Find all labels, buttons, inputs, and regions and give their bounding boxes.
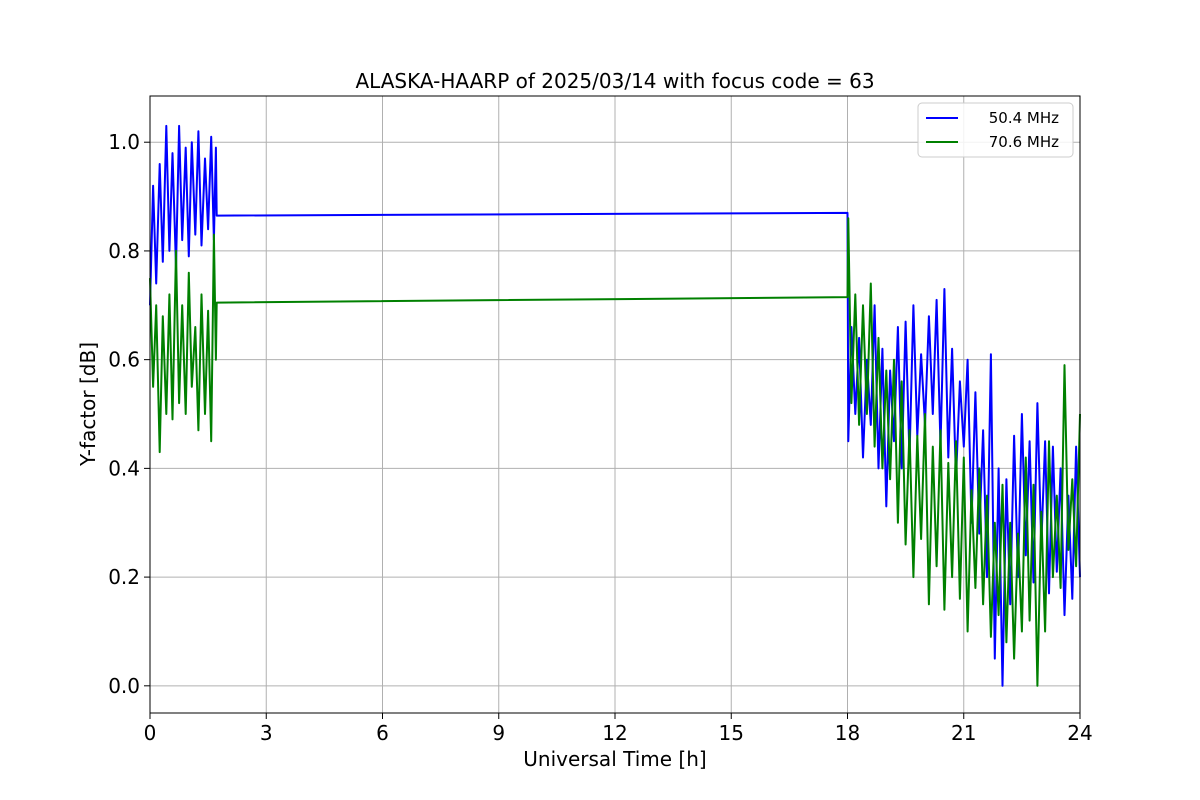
y-tick-label: 0.6 [108,348,140,372]
x-tick-label: 6 [376,721,389,745]
y-tick-label: 1.0 [108,130,140,154]
series-line-70mhz [149,217,1081,687]
legend: 50.4 MHz 70.6 MHz [917,102,1074,158]
y-axis-label: Y-factor [dB] [76,342,100,467]
y-tick-label: 0.0 [108,674,140,698]
y-tick-label: 0.2 [108,565,140,589]
x-axis-label: Universal Time [h] [523,747,706,771]
x-tick-label: 15 [719,721,744,745]
chart-title: ALASKA-HAARP of 2025/03/14 with focus co… [355,69,874,93]
legend-box [917,102,1074,158]
ticks: 0 3 6 9 12 15 18 21 24 0.0 0.2 0.4 0.6 0.8 1.0 [108,130,1093,745]
legend-label-70mhz: 70.6 MHz [989,133,1059,151]
x-tick-label: 18 [835,721,860,745]
x-tick-label: 21 [951,721,976,745]
x-tick-label: 9 [492,721,505,745]
x-tick-label: 24 [1067,721,1092,745]
y-tick-label: 0.8 [108,239,140,263]
series-layer [149,124,1081,687]
x-tick-label: 3 [260,721,273,745]
legend-label-50mhz: 50.4 MHz [989,109,1059,127]
y-tick-label: 0.4 [108,456,140,480]
x-tick-label: 0 [144,721,157,745]
x-tick-label: 12 [602,721,627,745]
